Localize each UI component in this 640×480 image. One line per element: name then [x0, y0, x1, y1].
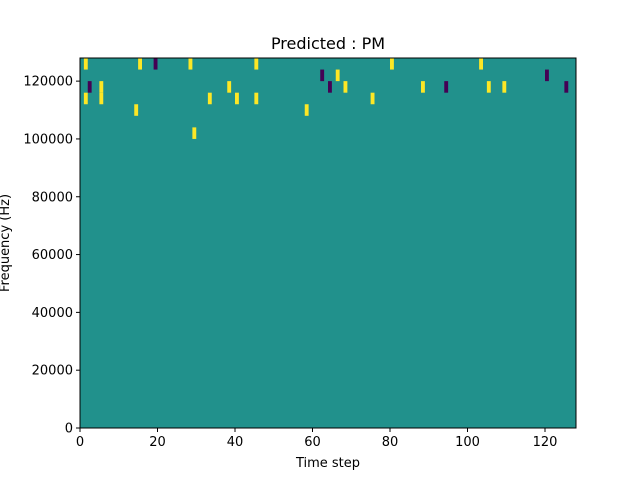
y-tick-label: 60000	[32, 248, 73, 263]
heatmap-cell	[444, 81, 449, 93]
y-axis-label: Frequency (Hz)	[0, 194, 13, 292]
chart-title: Predicted : PM	[271, 34, 385, 53]
heatmap-cell	[343, 81, 348, 93]
y-tick-label: 40000	[32, 306, 73, 321]
heatmap-cell	[254, 92, 259, 105]
x-tick-label: 60	[304, 435, 321, 450]
heatmap-cell	[83, 92, 88, 105]
heatmap-cell	[207, 92, 212, 105]
heatmap-cell	[99, 81, 104, 93]
heatmap-cell	[235, 92, 239, 105]
y-tick-label: 120000	[23, 75, 73, 90]
heatmap-cell	[479, 58, 483, 70]
heatmap-cell	[83, 58, 88, 70]
heatmap-cell	[138, 58, 142, 70]
x-axis-label: Time step	[295, 456, 360, 471]
heatmap-cell	[188, 58, 193, 70]
plot-area	[79, 57, 577, 429]
x-tick-label: 0	[76, 435, 84, 450]
heatmap-cell	[320, 69, 325, 82]
heatmap-cell	[328, 81, 332, 93]
y-tick-label: 100000	[23, 132, 73, 147]
heatmap-cell	[335, 69, 340, 82]
x-axis-ticks: 0 20 40 60 80 100 120	[76, 428, 558, 450]
x-tick-label: 100	[455, 435, 480, 450]
heatmap-cell	[390, 58, 394, 70]
x-tick-label: 40	[227, 435, 244, 450]
y-tick-label: 0	[65, 422, 73, 437]
heatmap-cell	[134, 104, 139, 116]
heatmap-cell	[421, 81, 425, 93]
plot-background	[80, 58, 576, 428]
heatmap-cell	[304, 104, 309, 116]
heatmap-cell	[192, 127, 197, 139]
heatmap-cell	[227, 81, 232, 93]
x-tick-label: 120	[533, 435, 558, 450]
heatmap-cell	[99, 92, 104, 105]
heatmap-cell	[87, 81, 92, 93]
plot-frame	[79, 57, 577, 429]
heatmap-cells	[83, 58, 569, 139]
heatmap-cell	[502, 81, 507, 93]
y-tick-label: 80000	[32, 190, 73, 205]
y-tick-label: 20000	[32, 364, 73, 379]
heatmap-cell	[486, 81, 491, 93]
heatmap-cell	[370, 92, 375, 105]
heatmap-cell	[254, 58, 259, 70]
x-tick-label: 80	[382, 435, 399, 450]
y-axis-ticks: 0 20000 40000 60000 80000 100000 120000	[23, 75, 80, 437]
heatmap-cell	[564, 81, 569, 93]
heatmap-cell	[545, 69, 549, 82]
heatmap-cell	[153, 58, 158, 70]
x-tick-label: 20	[149, 435, 166, 450]
